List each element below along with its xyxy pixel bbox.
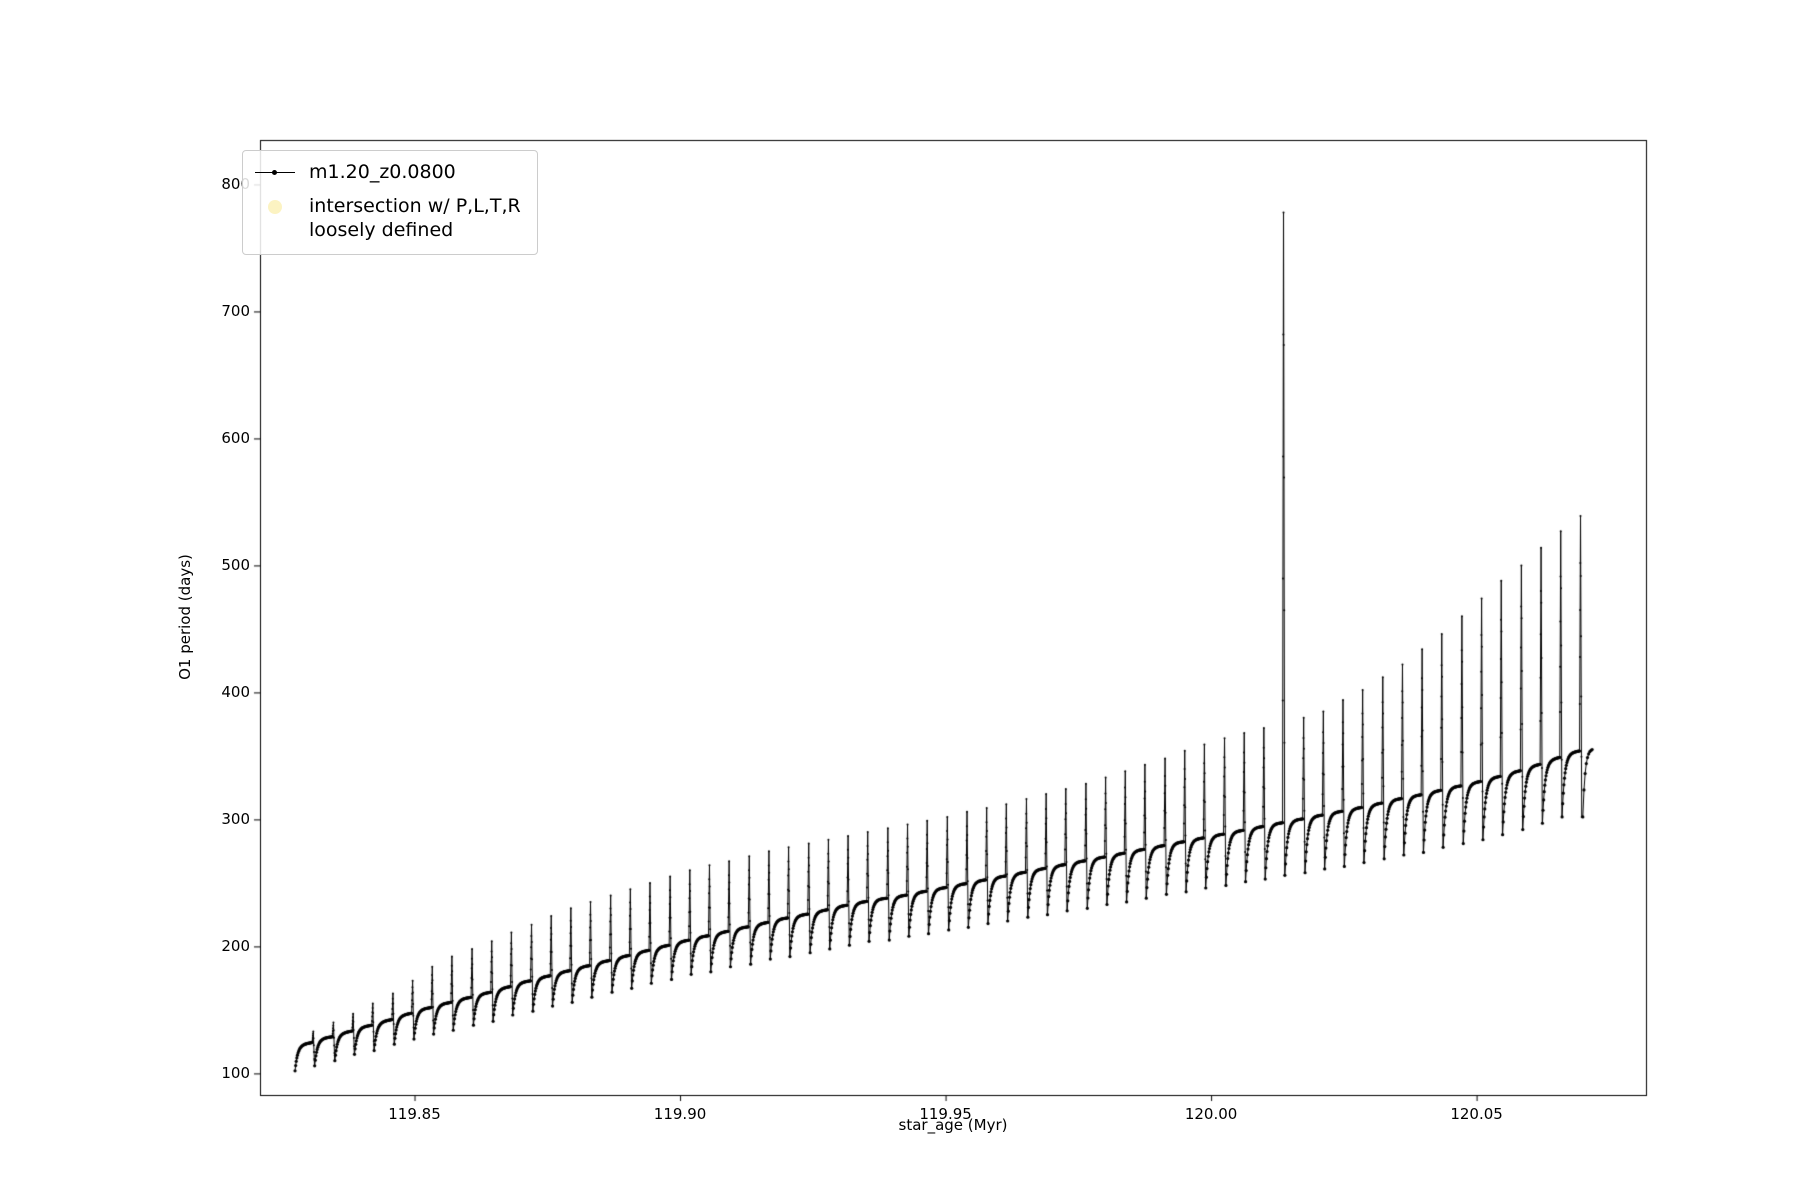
y-tick-label: 200: [221, 937, 250, 956]
y-tick-label: 700: [221, 302, 250, 321]
y-tick-label: 100: [221, 1064, 250, 1083]
legend-entry-series: m1.20_z0.0800: [255, 161, 521, 185]
yellow-dot-marker-icon: [268, 199, 282, 214]
line-dot-marker-icon: [255, 163, 295, 182]
legend-entry-intersection: intersection w/ P,L,T,R loosely defined: [255, 195, 521, 243]
x-tick-label: 119.85: [388, 1105, 441, 1123]
y-tick-label: 600: [221, 429, 250, 448]
y-tick-label: 500: [221, 556, 250, 575]
legend-intersection-label: intersection w/ P,L,T,R loosely defined: [309, 194, 521, 241]
legend-series-label: m1.20_z0.0800: [309, 161, 456, 183]
y-tick-label: 300: [221, 810, 250, 829]
x-tick-label: 119.95: [919, 1105, 972, 1123]
y-tick-label: 400: [221, 683, 250, 702]
legend: m1.20_z0.0800 intersection w/ P,L,T,R lo…: [242, 150, 538, 256]
y-axis-label: O1 period (days): [176, 554, 194, 680]
x-axis-label: star_age (Myr): [898, 1116, 1008, 1134]
x-tick-label: 120.05: [1450, 1105, 1503, 1123]
x-tick-label: 119.90: [653, 1105, 707, 1123]
line-marker-dot: [272, 170, 277, 176]
x-tick-label: 120.00: [1184, 1105, 1238, 1123]
